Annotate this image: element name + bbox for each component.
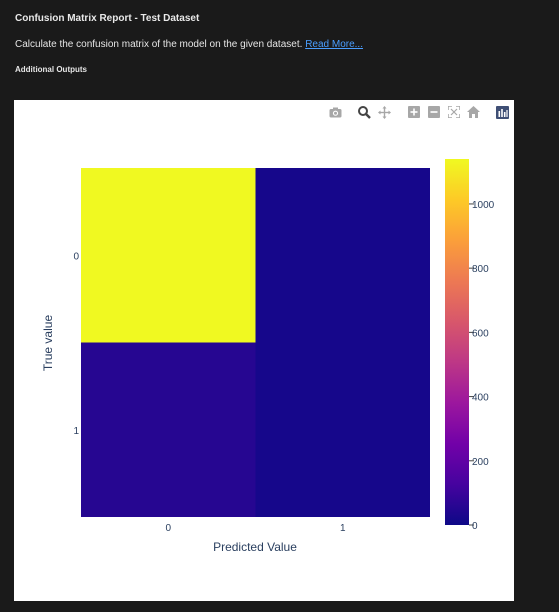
colorbar-tick-label: 800: [472, 264, 489, 275]
y-tick-label: 0: [73, 251, 79, 262]
zoom-in-icon[interactable]: [406, 105, 421, 120]
autoscale-icon[interactable]: [446, 105, 461, 120]
heatmap-cell-0-1[interactable]: [255, 168, 431, 343]
plotly-logo-icon[interactable]: [495, 105, 510, 120]
heatmap-cell-1-0[interactable]: [81, 342, 256, 518]
colorbar-tick-label: 1000: [472, 200, 495, 211]
heatmap-cell-0-0[interactable]: [81, 168, 256, 343]
pan-icon[interactable]: [377, 105, 392, 120]
zoom-icon[interactable]: [357, 105, 372, 120]
x-tick-label: 0: [165, 523, 171, 534]
description-text: Calculate the confusion matrix of the mo…: [15, 39, 303, 50]
modebar: [328, 104, 510, 120]
confusion-matrix-chart: 0 1 0 1 Predicted Value True value 0 200 400…: [41, 159, 495, 554]
colorbar-tick-label: 0: [472, 521, 478, 532]
colorbar-tick-label: 600: [472, 328, 489, 339]
x-tick-label: 1: [340, 523, 346, 534]
additional-outputs-heading: Additional Outputs: [15, 65, 87, 74]
plot-panel: 0 1 0 1 Predicted Value True value 0 200 400…: [14, 100, 514, 601]
colorbar: [445, 159, 469, 525]
camera-icon[interactable]: [328, 105, 343, 120]
report-description: Calculate the confusion matrix of the mo…: [15, 39, 363, 50]
y-axis-title: True value: [41, 315, 55, 372]
heatmap-cell-1-1[interactable]: [255, 342, 431, 518]
colorbar-tick-label: 200: [472, 457, 489, 468]
x-axis-title: Predicted Value: [213, 540, 297, 554]
report-title: Confusion Matrix Report - Test Dataset: [15, 13, 200, 24]
home-icon[interactable]: [466, 105, 481, 120]
read-more-link[interactable]: Read More...: [305, 39, 363, 50]
zoom-out-icon[interactable]: [426, 105, 441, 120]
colorbar-tick-label: 400: [472, 393, 489, 404]
y-tick-label: 1: [73, 426, 79, 437]
